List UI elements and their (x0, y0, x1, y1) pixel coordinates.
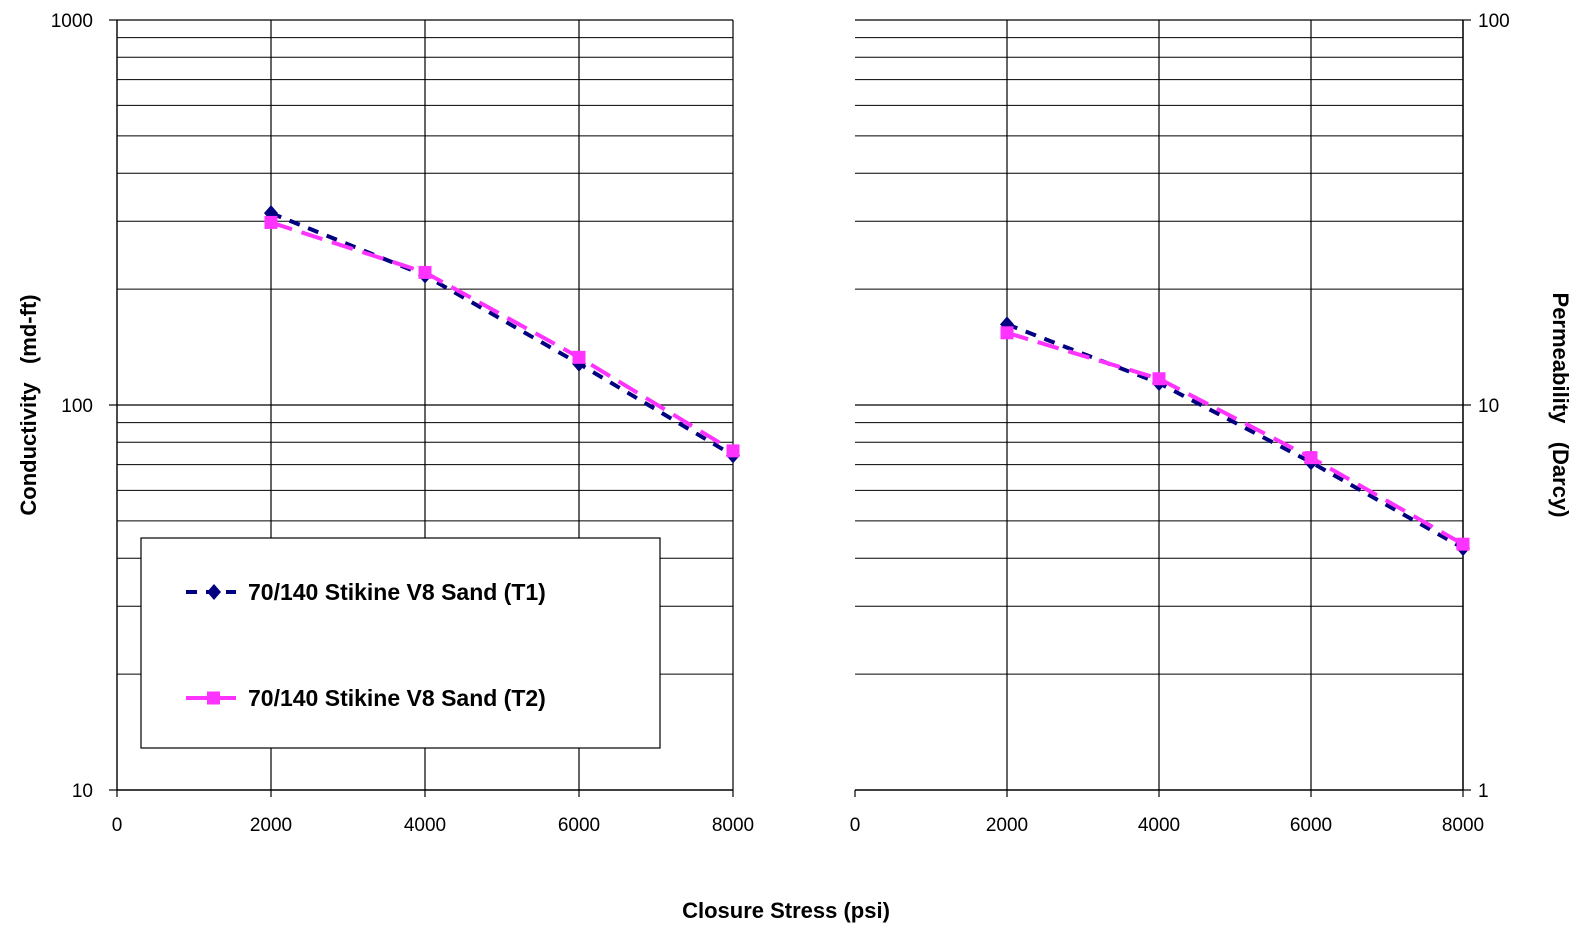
data-point-square (264, 215, 278, 229)
data-point-square (1152, 372, 1166, 386)
conductivity-chart: 10 100 1000 0 2000 4000 6000 8000 70/140 Stikine… (51, 11, 754, 836)
data-point-square (572, 350, 586, 364)
y-tick-label: 1000 (51, 11, 93, 32)
x-tick-label: 6000 (1290, 815, 1332, 836)
x-tick-label: 8000 (1442, 815, 1484, 836)
x-axis-title: Closure Stress (psi) (682, 898, 890, 923)
y-tick-label: 10 (1478, 396, 1499, 417)
series-line-2 (1006, 330, 1464, 546)
y-tick-label: 100 (1478, 11, 1510, 32)
series-line-1 (270, 211, 735, 458)
legend-box (140, 537, 661, 749)
x-tick-label: 6000 (558, 815, 600, 836)
legend: 70/140 Stikine V8 Sand (T1) 70/140 Stikin… (140, 537, 661, 749)
y-tick-label: 10 (72, 781, 93, 802)
legend-label-1: 70/140 Stikine V8 Sand (T1) (248, 579, 546, 605)
data-point-square (1000, 326, 1014, 340)
x-tick-label: 2000 (986, 815, 1028, 836)
x-tick-label: 8000 (712, 815, 754, 836)
left-y-axis-title: Conductivity (md-ft) (16, 294, 41, 515)
y-tick-label: 1 (1478, 781, 1489, 802)
legend-swatch-square (207, 691, 220, 705)
x-tick-label: 2000 (250, 815, 292, 836)
legend-label-2: 70/140 Stikine V8 Sand (T2) (248, 685, 546, 711)
permeability-chart: 1 10 100 0 2000 4000 6000 8000 (850, 11, 1510, 836)
legend-swatch-diamond (207, 584, 221, 600)
data-point-square (726, 444, 740, 458)
series-line-1 (1006, 322, 1464, 550)
right-y-axis-title: Permeability (Darcy) (1548, 293, 1573, 518)
data-point-square (1304, 451, 1318, 465)
data-point-square (418, 265, 432, 279)
y-tick-label: 100 (61, 396, 93, 417)
x-tick-label: 4000 (404, 815, 446, 836)
series-line-2 (270, 220, 735, 453)
data-point-square (1456, 537, 1470, 551)
x-tick-label: 0 (850, 815, 861, 836)
x-tick-label: 0 (112, 815, 123, 836)
x-tick-label: 4000 (1138, 815, 1180, 836)
